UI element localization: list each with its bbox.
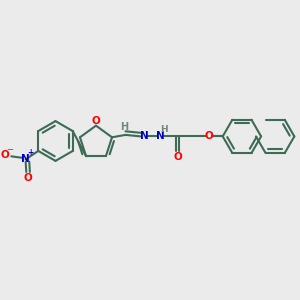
Text: N: N <box>21 154 30 164</box>
Text: H: H <box>160 125 167 134</box>
Text: N: N <box>156 131 165 141</box>
Text: O: O <box>24 173 32 183</box>
Text: +: + <box>27 148 33 157</box>
Text: O: O <box>205 131 214 141</box>
Text: O: O <box>1 150 10 161</box>
Text: O: O <box>173 152 182 162</box>
Text: H: H <box>120 122 128 132</box>
Text: −: − <box>6 145 13 154</box>
Text: N: N <box>140 131 148 141</box>
Text: O: O <box>91 116 100 126</box>
